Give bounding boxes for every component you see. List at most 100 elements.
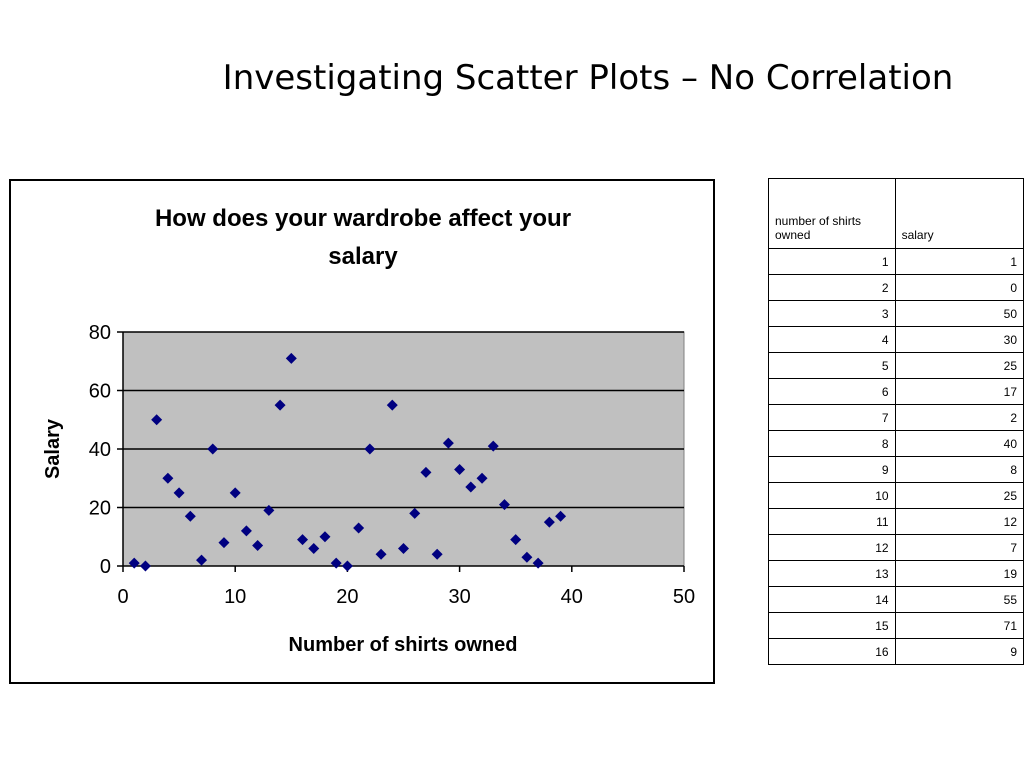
- x-tick-label: 0: [117, 586, 128, 608]
- y-tick-label: 20: [89, 498, 111, 520]
- data-point: [521, 551, 533, 563]
- data-point: [151, 414, 163, 426]
- cell-salary: 25: [894, 482, 1024, 509]
- table-row: 16 9: [768, 638, 1024, 665]
- cell-shirts: 11: [768, 508, 896, 535]
- slide-title: Investigating Scatter Plots – No Correla…: [222, 58, 954, 98]
- cell-salary: 17: [894, 378, 1024, 405]
- data-point: [173, 487, 185, 499]
- data-point: [398, 542, 409, 554]
- cell-salary: 55: [894, 586, 1024, 613]
- data-point: [308, 542, 320, 554]
- column-header-shirts: number of shirts owned: [768, 178, 896, 249]
- cell-salary: 2: [894, 404, 1024, 431]
- data-point: [285, 352, 297, 364]
- cell-salary: 9: [894, 638, 1024, 665]
- data-point: [162, 472, 174, 484]
- x-axis-label: Number of shirts owned: [289, 634, 518, 656]
- table-row: 10 25: [768, 482, 1024, 509]
- chart-container: 0 20 40 60 80 0 10 20 30 40 50 How does your wardro…: [9, 179, 715, 684]
- y-tick-label: 60: [89, 381, 111, 403]
- cell-salary: 25: [894, 352, 1024, 379]
- data-point: [196, 554, 208, 566]
- table-row: 5 25: [768, 352, 1024, 379]
- data-point: [510, 534, 522, 546]
- data-point: [274, 399, 286, 411]
- data-point: [420, 466, 432, 478]
- data-point: [498, 499, 510, 511]
- data-point: [229, 487, 241, 499]
- cell-salary: 12: [894, 508, 1024, 535]
- data-point: [252, 540, 264, 552]
- cell-shirts: 12: [768, 534, 896, 561]
- data-point: [139, 560, 151, 572]
- data-point: [532, 557, 544, 569]
- data-point: [454, 463, 466, 475]
- table-row: 12 7: [768, 534, 1024, 561]
- data-point: [218, 537, 230, 549]
- cell-salary: 71: [894, 612, 1024, 639]
- x-tick-label: 20: [336, 586, 358, 608]
- cell-shirts: 7: [768, 404, 896, 431]
- cell-shirts: 14: [768, 586, 896, 613]
- data-table: number of shirts owned salary 1 1 2 0 3 50 4 30…: [768, 178, 1024, 665]
- data-point: [207, 443, 219, 455]
- data-point: [297, 534, 309, 546]
- table-row: 15 71: [768, 612, 1024, 639]
- cell-salary: 19: [894, 560, 1024, 587]
- table-row: 6 17: [768, 378, 1024, 405]
- data-point: [409, 507, 421, 519]
- cell-shirts: 8: [768, 430, 896, 457]
- data-point: [543, 516, 555, 528]
- y-axis-label: Salary: [42, 418, 64, 479]
- chart-title-line: salary: [328, 243, 398, 270]
- cell-salary: 7: [894, 534, 1024, 561]
- cell-salary: 0: [894, 274, 1024, 301]
- cell-shirts: 5: [768, 352, 896, 379]
- data-point: [364, 443, 376, 455]
- chart-title-line: How does your wardrobe affect your: [155, 205, 571, 232]
- data-point: [375, 548, 387, 560]
- table-row: 4 30: [768, 326, 1024, 353]
- data-point: [465, 481, 477, 493]
- cell-shirts: 4: [768, 326, 896, 353]
- cell-shirts: 10: [768, 482, 896, 509]
- y-tick-label: 40: [89, 439, 111, 461]
- x-tick-label: 30: [448, 586, 470, 608]
- cell-salary: 8: [894, 456, 1024, 483]
- cell-shirts: 1: [768, 248, 896, 275]
- cell-salary: 1: [894, 248, 1024, 275]
- data-point: [555, 510, 567, 522]
- cell-shirts: 16: [768, 638, 896, 665]
- table-row: 11 12: [768, 508, 1024, 535]
- column-header-salary: salary: [894, 178, 1024, 249]
- cell-shirts: 13: [768, 560, 896, 587]
- data-point: [128, 557, 140, 569]
- x-tick-label: 40: [561, 586, 583, 608]
- data-point: [263, 504, 275, 516]
- cell-salary: 40: [894, 430, 1024, 457]
- table-row: 3 50: [768, 300, 1024, 327]
- data-point: [240, 525, 252, 537]
- cell-shirts: 9: [768, 456, 896, 483]
- table-row: 14 55: [768, 586, 1024, 613]
- cell-shirts: 6: [768, 378, 896, 405]
- data-point: [353, 522, 365, 534]
- data-point: [330, 557, 342, 569]
- cell-salary: 30: [894, 326, 1024, 353]
- x-tick-label: 10: [224, 586, 246, 608]
- data-point: [341, 560, 353, 572]
- table-row: 8 40: [768, 430, 1024, 457]
- cell-shirts: 2: [768, 274, 896, 301]
- table-row: 13 19: [768, 560, 1024, 587]
- cell-shirts: 15: [768, 612, 896, 639]
- data-point: [184, 510, 196, 522]
- data-point: [487, 440, 499, 452]
- data-point: [386, 399, 398, 411]
- data-point: [476, 472, 488, 484]
- cell-shirts: 3: [768, 300, 896, 327]
